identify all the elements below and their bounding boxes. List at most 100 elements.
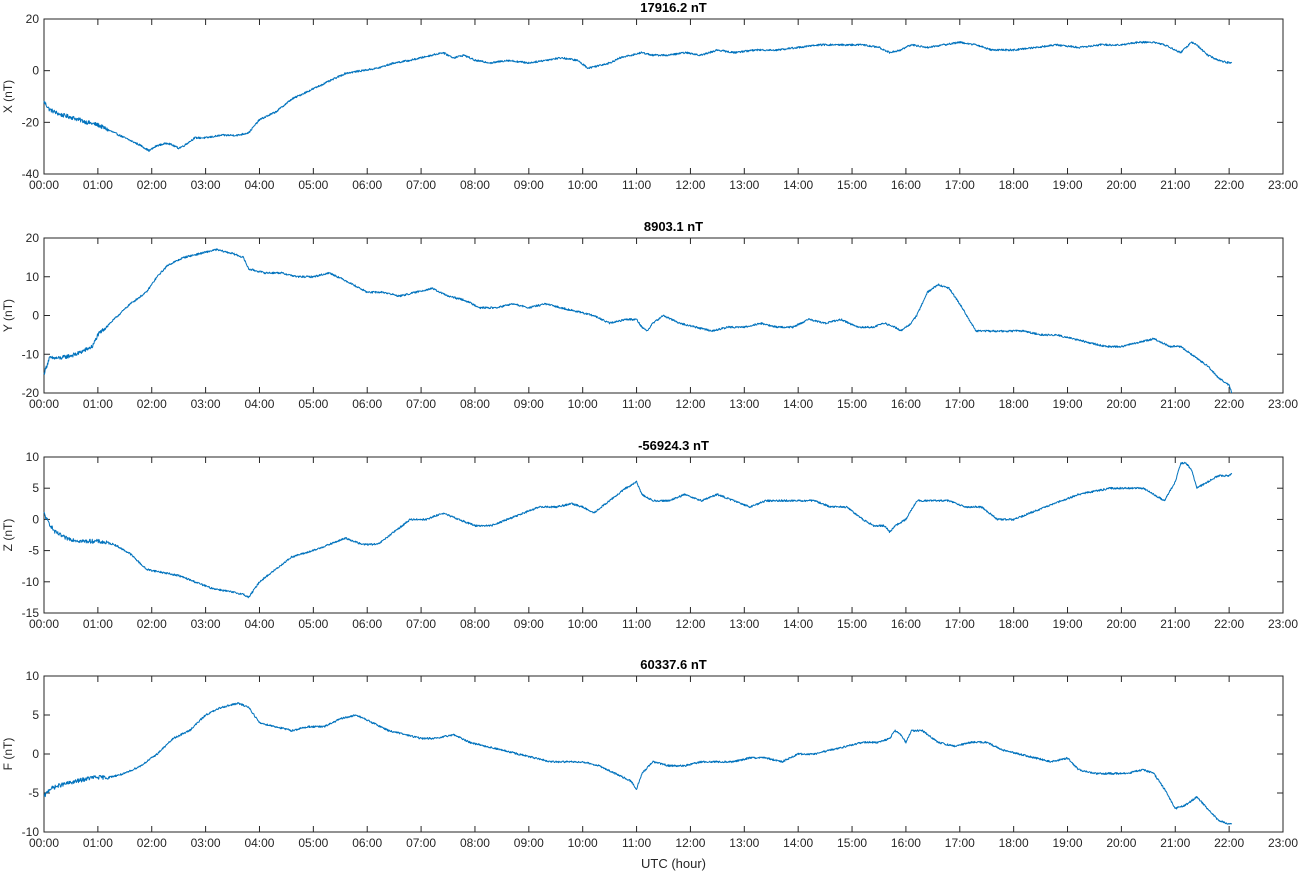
data-point xyxy=(965,506,966,507)
data-point xyxy=(663,315,664,316)
data-point xyxy=(361,544,362,545)
data-point xyxy=(889,52,890,53)
data-point xyxy=(232,253,233,254)
data-point xyxy=(905,742,906,743)
data-point xyxy=(54,531,55,532)
data-point xyxy=(819,44,820,45)
data-point xyxy=(927,47,928,48)
data-point xyxy=(183,145,184,146)
x-tick-label: 23:00 xyxy=(1268,617,1298,631)
data-point xyxy=(291,556,292,557)
data-point xyxy=(49,789,50,790)
data-point xyxy=(377,67,378,68)
y-axis-label: X (nT) xyxy=(1,80,15,113)
data-point xyxy=(544,303,545,304)
x-tick-label: 08:00 xyxy=(460,178,490,192)
data-point xyxy=(491,525,492,526)
data-point xyxy=(1078,47,1079,48)
data-point xyxy=(237,703,238,704)
y-tick-label: -40 xyxy=(22,167,40,181)
x-tick-label: 07:00 xyxy=(406,178,436,192)
data-point xyxy=(717,49,718,50)
data-point xyxy=(981,506,982,507)
data-point xyxy=(911,730,912,731)
data-point xyxy=(415,292,416,293)
data-point xyxy=(1191,469,1192,470)
x-tick-label: 02:00 xyxy=(137,617,167,631)
data-point xyxy=(275,726,276,727)
data-point xyxy=(1229,385,1230,386)
chart-panel-3: 00:00 01:00 02:00 03:00 04:00 05:00 06:00 07:00… xyxy=(1,438,1298,631)
data-point xyxy=(701,761,702,762)
x-tick-label: 03:00 xyxy=(191,397,221,411)
x-tick-label: 18:00 xyxy=(999,178,1029,192)
y-tick-label: -15 xyxy=(22,606,40,620)
data-point xyxy=(65,538,66,539)
x-tick-label: 01:00 xyxy=(83,836,113,850)
data-point xyxy=(1231,392,1232,393)
x-tick-label: 15:00 xyxy=(837,617,867,631)
data-point xyxy=(841,319,842,320)
data-point xyxy=(905,327,906,328)
data-point xyxy=(1110,773,1111,774)
data-point xyxy=(733,500,734,501)
x-tick-label: 11:00 xyxy=(622,178,651,192)
data-point xyxy=(598,65,599,66)
data-point xyxy=(313,88,314,89)
x-tick-label: 12:00 xyxy=(675,178,705,192)
data-point xyxy=(43,373,44,374)
data-point xyxy=(900,330,901,331)
data-point xyxy=(895,327,896,328)
x-tick-label: 16:00 xyxy=(891,617,921,631)
data-point xyxy=(173,738,174,739)
data-point xyxy=(221,135,222,136)
data-point xyxy=(216,249,217,250)
data-point xyxy=(652,761,653,762)
data-point xyxy=(1153,42,1154,43)
data-point xyxy=(1035,757,1036,758)
data-point xyxy=(1185,463,1186,464)
y-tick-label: 5 xyxy=(32,481,39,495)
data-point xyxy=(631,55,632,56)
data-point xyxy=(561,307,562,308)
x-tick-label: 15:00 xyxy=(837,178,867,192)
data-point xyxy=(830,506,831,507)
x-tick-label: 09:00 xyxy=(514,397,544,411)
data-point xyxy=(157,276,158,277)
data-point xyxy=(474,60,475,61)
data-point xyxy=(1105,346,1106,347)
data-point xyxy=(1035,47,1036,48)
data-point xyxy=(291,730,292,731)
data-point xyxy=(684,765,685,766)
data-point xyxy=(1185,804,1186,805)
y-axis-label: Y (nT) xyxy=(1,299,15,332)
data-point xyxy=(1207,55,1208,56)
x-tick-label: 18:00 xyxy=(999,617,1029,631)
data-point xyxy=(1099,44,1100,45)
data-point xyxy=(857,327,858,328)
data-point xyxy=(431,55,432,56)
data-point xyxy=(1040,334,1041,335)
x-tick-label: 01:00 xyxy=(83,617,113,631)
data-point xyxy=(194,581,195,582)
data-point xyxy=(1110,488,1111,489)
data-point xyxy=(1231,62,1232,63)
data-point xyxy=(717,494,718,495)
x-tick-label: 05:00 xyxy=(298,397,328,411)
data-point xyxy=(781,500,782,501)
y-tick-label: -20 xyxy=(22,386,40,400)
data-point xyxy=(593,315,594,316)
data-point xyxy=(992,49,993,50)
y-tick-label: 0 xyxy=(32,64,39,78)
x-tick-label: 00:00 xyxy=(29,397,59,411)
data-point xyxy=(259,119,260,120)
chart-panel-1: 00:00 01:00 02:00 03:00 04:00 05:00 06:00 07:00… xyxy=(1,0,1298,192)
data-point xyxy=(345,538,346,539)
data-point xyxy=(1196,796,1197,797)
data-point xyxy=(889,738,890,739)
data-point xyxy=(593,513,594,514)
data-point xyxy=(243,257,244,258)
data-point xyxy=(1137,42,1138,43)
data-point xyxy=(124,773,125,774)
data-point xyxy=(652,323,653,324)
